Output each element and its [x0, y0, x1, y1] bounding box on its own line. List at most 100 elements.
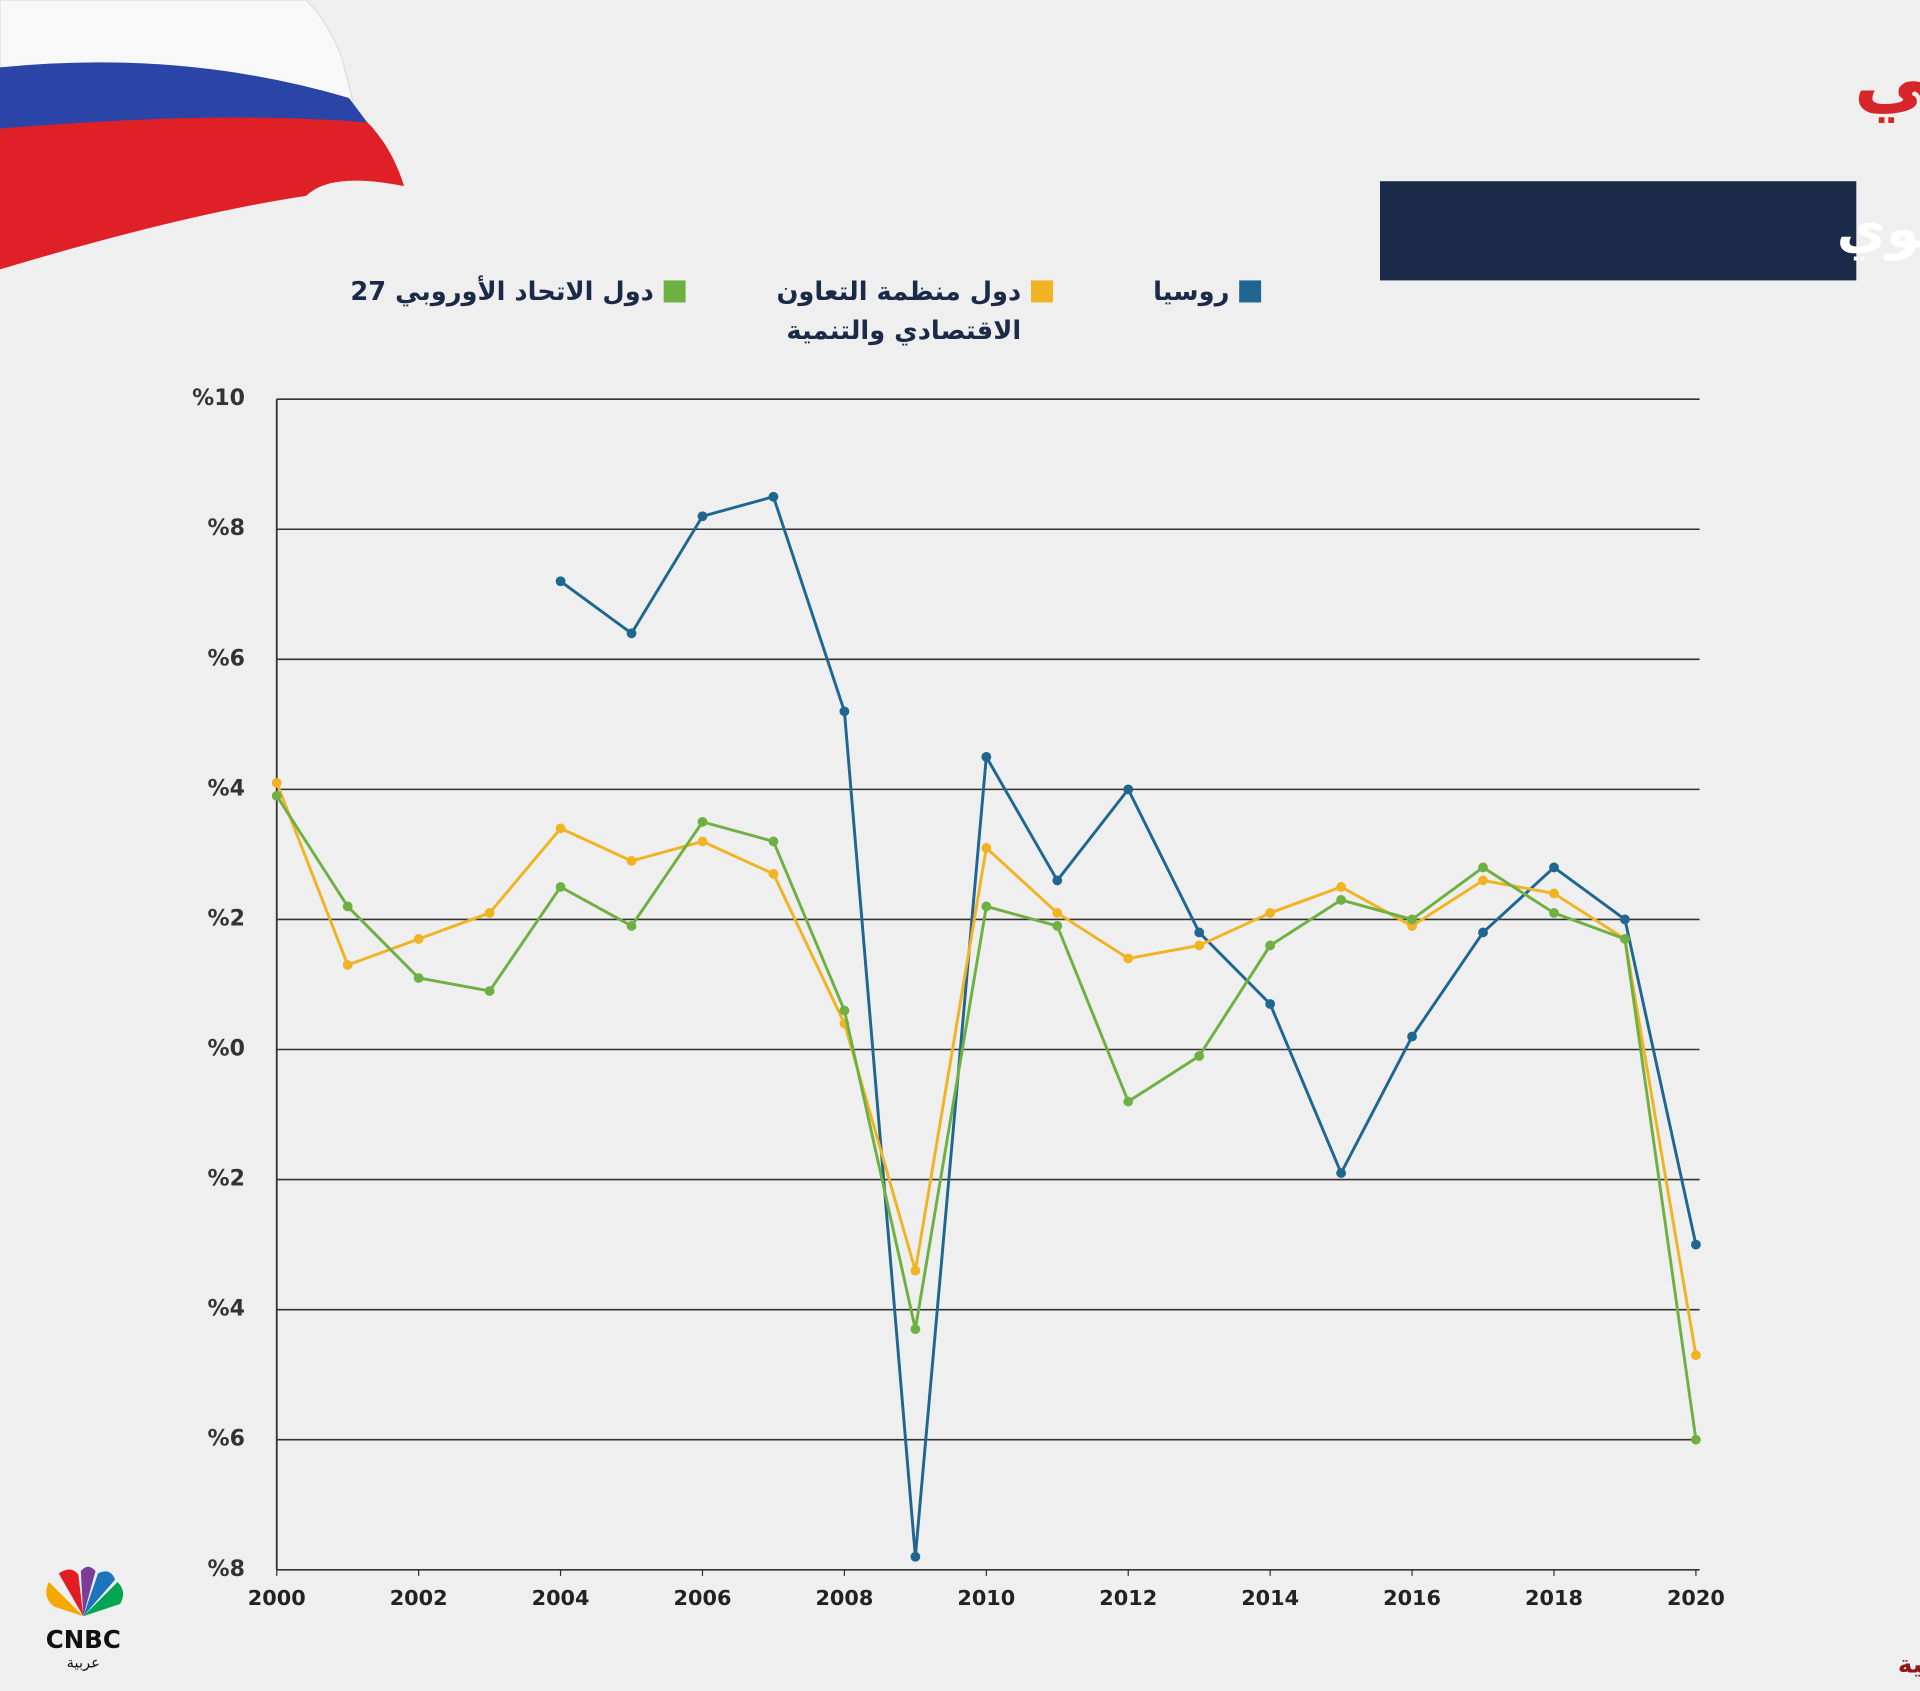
- logo: CNBC عربية: [46, 1566, 124, 1672]
- data-point: [1194, 940, 1205, 951]
- y-tick-label: %10: [192, 386, 245, 411]
- data-point: [910, 1551, 921, 1562]
- x-tick-label: 2006: [674, 1586, 732, 1610]
- data-point: [1194, 927, 1205, 938]
- flag: [0, 0, 405, 270]
- legend-swatch: [1031, 280, 1054, 303]
- legend-swatch: [1239, 280, 1262, 303]
- legend-entry: روسيا: [1078, 272, 1262, 311]
- data-point: [981, 901, 992, 912]
- x-tick-label: 2008: [815, 1586, 873, 1610]
- data-point: [1336, 1168, 1347, 1178]
- legend-label: دول الاتحاد الأوروبي 27: [350, 276, 654, 307]
- data-point: [981, 751, 992, 762]
- legend-entry: دول الاتحاد الأوروبي 27: [294, 272, 686, 311]
- data-point: [555, 882, 566, 892]
- data-point: [839, 706, 850, 717]
- y-tick-label: %8: [208, 1557, 245, 1582]
- subtitle-box: [1379, 181, 1857, 281]
- x-tick-label: 2000: [248, 1586, 306, 1610]
- data-point: [1691, 1434, 1701, 1445]
- data-point: [1194, 1051, 1205, 1061]
- data-point: [768, 491, 779, 502]
- data-point: [1123, 953, 1134, 964]
- x-tick-label: 2014: [1241, 1586, 1299, 1610]
- data-point: [1549, 862, 1559, 873]
- x-tick-label: 2020: [1667, 1586, 1725, 1610]
- x-tick-label: 2012: [1099, 1586, 1157, 1610]
- data-point: [697, 816, 708, 827]
- x-tick-label: 2004: [532, 1586, 590, 1610]
- data-point: [910, 1324, 921, 1335]
- y-tick-label: %6: [208, 646, 245, 671]
- data-point: [413, 934, 424, 944]
- data-point: [1052, 908, 1063, 918]
- data-point: [626, 628, 637, 639]
- x-tick-label: 2016: [1383, 1586, 1441, 1610]
- data-point: [1407, 914, 1417, 925]
- logo-subname: عربية: [67, 1655, 100, 1672]
- data-point: [1123, 1096, 1134, 1107]
- data-point: [1620, 934, 1630, 944]
- data-point: [1549, 908, 1559, 918]
- data-point: [1336, 895, 1347, 905]
- data-point: [1478, 862, 1488, 873]
- title: إجمالي الناتج المحلي: [1854, 32, 1920, 124]
- legend-label: روسيا: [1153, 276, 1230, 307]
- data-point: [484, 986, 495, 996]
- data-point: [271, 777, 282, 788]
- data-point: [1052, 921, 1063, 931]
- data-point: [839, 1005, 850, 1016]
- legend-item: دول الاتحاد الأوروبي 27: [294, 272, 686, 311]
- data-point: [342, 901, 353, 912]
- data-point: [1265, 908, 1276, 918]
- data-point: [1620, 914, 1630, 925]
- y-tick-label: %2: [208, 1167, 245, 1192]
- legend-item: دول منظمة التعاون الاقتصادي والتنمية: [735, 272, 1054, 350]
- data-point: [1478, 927, 1488, 938]
- y-tick-label: %0: [208, 1037, 245, 1062]
- logo-name: CNBC: [46, 1625, 121, 1654]
- data-point: [1123, 784, 1134, 795]
- data-point: [1549, 888, 1559, 899]
- data-point: [1407, 1031, 1417, 1042]
- y-tick-label: %6: [208, 1427, 245, 1452]
- data-point: [1478, 875, 1488, 886]
- data-point: [768, 869, 779, 879]
- data-point: [271, 790, 282, 801]
- data-point: [555, 823, 566, 834]
- data-point: [484, 908, 495, 918]
- legend-entry: دول منظمة التعاون الاقتصادي والتنمية: [735, 272, 1054, 350]
- legend-swatch: [663, 280, 686, 303]
- data-point: [981, 843, 992, 853]
- subtitle: النمو السنوي: [1837, 197, 1920, 260]
- x-tick-label: 2010: [957, 1586, 1015, 1610]
- data-point: [1265, 999, 1276, 1009]
- data-point: [626, 921, 637, 931]
- y-tick-label: %8: [208, 516, 245, 541]
- data-point: [697, 511, 708, 522]
- y-tick-label: %4: [208, 776, 245, 801]
- data-point: [413, 973, 424, 983]
- data-point: [1691, 1350, 1701, 1361]
- data-point: [555, 576, 566, 587]
- data-point: [1691, 1239, 1701, 1250]
- data-point: [768, 836, 779, 847]
- legend-item: روسيا: [1078, 272, 1262, 311]
- x-tick-label: 2002: [390, 1586, 448, 1610]
- data-point: [342, 960, 353, 970]
- source: المصدر: منظمة التعاون الاقتصادي والتنمية: [1898, 1649, 1920, 1679]
- x-tick-label: 2018: [1525, 1586, 1583, 1610]
- y-tick-label: %2: [208, 906, 245, 931]
- data-point: [1265, 940, 1276, 951]
- data-point: [1336, 882, 1347, 892]
- data-point: [626, 856, 637, 866]
- y-tick-label: %4: [208, 1297, 245, 1322]
- legend-label: دول منظمة التعاون الاقتصادي والتنمية: [776, 276, 1022, 346]
- data-point: [910, 1265, 921, 1276]
- data-point: [697, 836, 708, 847]
